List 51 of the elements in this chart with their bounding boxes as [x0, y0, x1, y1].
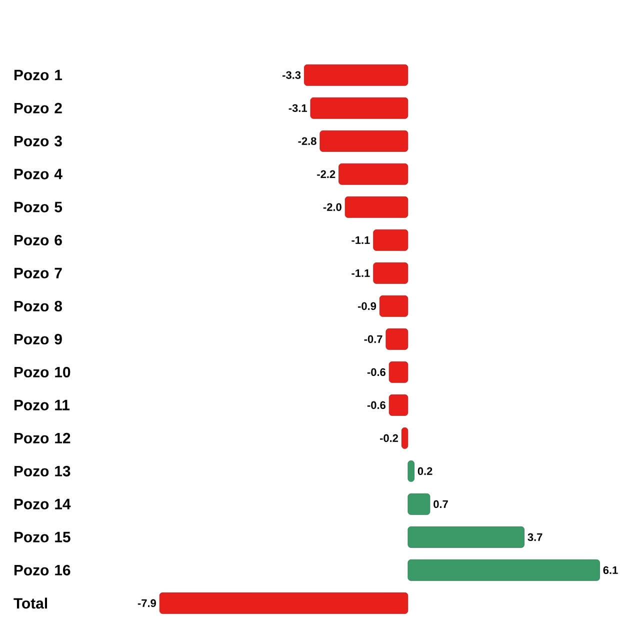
data-label: -0.7: [364, 335, 382, 344]
bar: [388, 361, 408, 383]
data-label: -3.1: [288, 104, 307, 112]
y-tick-label: Pozo 9: [14, 334, 62, 344]
data-label: -1.1: [352, 236, 370, 244]
y-tick-label: Pozo 15: [14, 532, 70, 542]
data-label: -2.0: [323, 203, 342, 211]
data-label: -0.9: [358, 302, 376, 310]
y-tick-label: Pozo 5: [14, 202, 62, 212]
bar: [388, 394, 408, 416]
bar: [344, 196, 408, 218]
y-tick-label: Total: [14, 598, 48, 609]
bar: [320, 130, 408, 152]
bar: [408, 526, 524, 548]
data-label: -0.6: [367, 368, 386, 376]
y-tick-label: Pozo 4: [14, 168, 62, 180]
bar: [379, 295, 408, 317]
y-tick-label: Pozo 10: [14, 366, 70, 378]
y-tick-label: Pozo 16: [14, 564, 70, 576]
y-tick-label: Pozo 7: [14, 268, 62, 278]
y-tick-label: Pozo 1: [14, 70, 62, 80]
bar: [304, 64, 408, 86]
bar: [373, 262, 408, 284]
y-tick-label: Pozo 14: [14, 498, 71, 510]
y-tick-label: Pozo 2: [14, 102, 62, 114]
data-label: -0.6: [367, 401, 386, 410]
data-label: 0.7: [434, 500, 448, 508]
bar: [373, 229, 408, 251]
data-label: 6.1: [603, 566, 618, 574]
y-tick-label: Pozo 12: [14, 432, 70, 444]
bar: [386, 328, 408, 350]
data-label: -2.2: [317, 170, 336, 178]
data-label: 0.2: [418, 467, 432, 476]
bar: [310, 97, 408, 119]
data-label: -7.9: [138, 599, 156, 608]
bar: [408, 460, 414, 482]
bar: [159, 592, 408, 614]
bar: [401, 427, 408, 449]
y-tick-label: Pozo 11: [14, 400, 70, 410]
y-tick-label: Pozo 13: [14, 466, 70, 476]
data-label: -0.2: [380, 434, 398, 442]
y-tick-label: Pozo 6: [14, 234, 62, 246]
data-label: -2.8: [298, 137, 316, 145]
bar: [338, 163, 408, 185]
data-label: 3.7: [528, 533, 542, 542]
y-tick-label: Pozo 8: [14, 300, 62, 312]
data-label: -1.1: [352, 269, 370, 277]
y-tick-label: Pozo 3: [14, 136, 62, 146]
bar: [408, 559, 600, 581]
bar: [408, 493, 430, 515]
data-label: -3.3: [282, 71, 301, 79]
